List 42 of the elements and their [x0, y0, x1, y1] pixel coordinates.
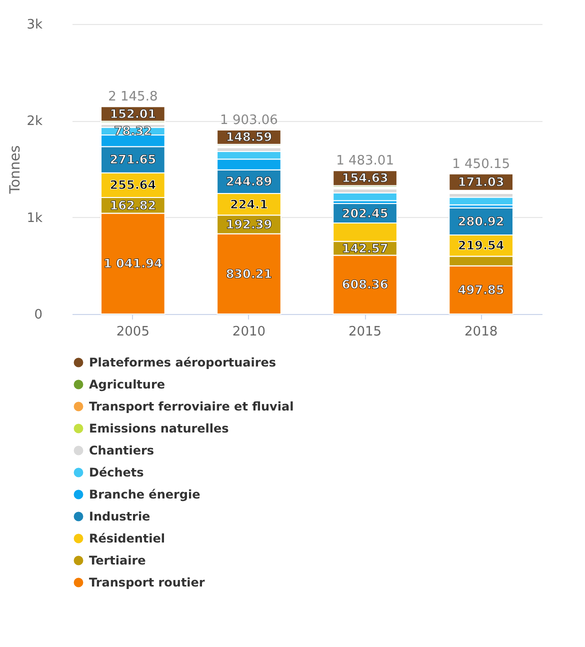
data-label: 271.65 — [110, 152, 156, 167]
legend-label: Chantiers — [89, 444, 154, 458]
x-tick-label: 2005 — [116, 324, 150, 340]
data-label: 280.92 — [458, 214, 504, 228]
x-tick-label: 2015 — [348, 324, 382, 340]
legend-label: Branche énergie — [89, 488, 200, 502]
y-tick-label: 1k — [26, 210, 43, 226]
legend-label: Transport ferroviaire et fluvial — [89, 400, 294, 414]
total-label: 1 483.01 — [336, 154, 394, 169]
data-label: 219.54 — [458, 238, 504, 253]
data-label: 202.45 — [342, 206, 388, 220]
data-label: 830.21 — [226, 266, 272, 281]
total-label: 1 903.06 — [220, 113, 278, 128]
legend-label: Industrie — [89, 510, 150, 524]
legend-label: Transport routier — [89, 576, 205, 590]
y-tick-label: 3k — [26, 18, 43, 32]
legend-label: Emissions naturelles — [89, 422, 229, 436]
data-label: 224.1 — [230, 197, 268, 212]
legend-label: Déchets — [89, 466, 144, 480]
data-label: 162.82 — [110, 198, 156, 212]
legend-label: Tertiaire — [89, 554, 146, 568]
y-tick-label: 0 — [34, 308, 42, 322]
legend-label: Agriculture — [89, 378, 166, 392]
x-tick-label: 2010 — [232, 324, 266, 340]
total-label: 2 145.8 — [108, 90, 158, 105]
data-label: 244.89 — [226, 174, 272, 189]
x-tick-label: 2018 — [464, 324, 498, 340]
data-label: 142.57 — [342, 241, 388, 256]
data-label: 1 041.94 — [104, 256, 162, 271]
data-label: 255.64 — [110, 178, 156, 192]
data-label: 152.01 — [110, 106, 156, 121]
data-label: 154.63 — [342, 171, 388, 186]
data-label: 608.36 — [342, 278, 388, 292]
legend-label: Plateformes aéroportuaires — [89, 356, 276, 370]
data-label: 497.85 — [458, 282, 504, 297]
y-axis-title: Tonnes — [8, 145, 24, 195]
data-label: 148.59 — [226, 130, 272, 144]
data-label: 171.03 — [458, 175, 504, 190]
data-label: 192.39 — [226, 217, 272, 232]
y-tick-label: 2k — [26, 114, 43, 130]
legend-label: Résidentiel — [89, 532, 166, 546]
total-label: 1 450.15 — [452, 156, 510, 172]
